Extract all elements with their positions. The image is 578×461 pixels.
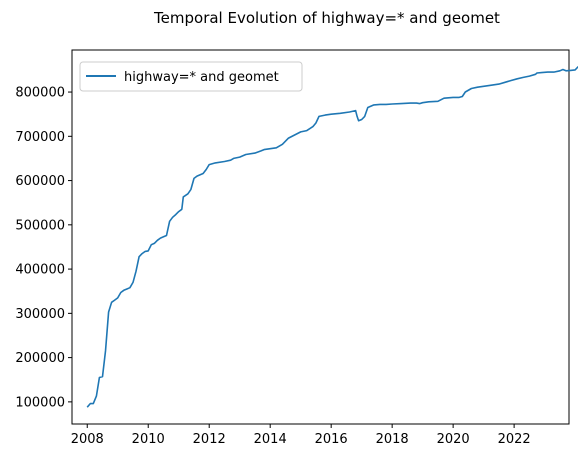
y-tick-label: 300000 [15, 307, 65, 322]
plot-frame [71, 49, 570, 425]
legend: highway=* and geomet [79, 61, 303, 92]
x-tick-label: 2020 [437, 432, 470, 447]
x-tick-label: 2008 [71, 432, 104, 447]
x-axis: 2008 2010 2012 2014 2016 2018 2020 2022 [71, 424, 531, 447]
y-tick-label: 500000 [15, 218, 65, 233]
y-tick-label: 200000 [15, 351, 65, 366]
x-tick-label: 2012 [193, 432, 226, 447]
chart-title: Temporal Evolution of highway=* and geom… [153, 9, 500, 27]
y-tick-label: 800000 [15, 86, 65, 101]
legend-label: highway=* and geomet [124, 70, 279, 85]
x-tick-label: 2022 [498, 432, 531, 447]
x-tick-label: 2014 [254, 432, 287, 447]
y-axis: 100000 200000 300000 400000 500000 600000 7000… [15, 86, 72, 410]
y-tick-label: 700000 [15, 130, 65, 145]
series-line [86, 66, 578, 408]
series-layer [86, 66, 578, 408]
y-tick-label: 400000 [15, 263, 65, 278]
legend-box [79, 61, 303, 92]
x-tick-label: 2018 [376, 432, 409, 447]
plot-area [71, 49, 570, 425]
x-tick-label: 2010 [132, 432, 165, 447]
x-tick-label: 2016 [315, 432, 348, 447]
y-tick-label: 600000 [15, 174, 65, 189]
y-tick-label: 100000 [15, 395, 65, 410]
